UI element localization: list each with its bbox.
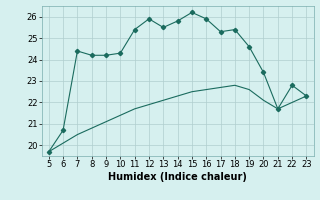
X-axis label: Humidex (Indice chaleur): Humidex (Indice chaleur) — [108, 172, 247, 182]
